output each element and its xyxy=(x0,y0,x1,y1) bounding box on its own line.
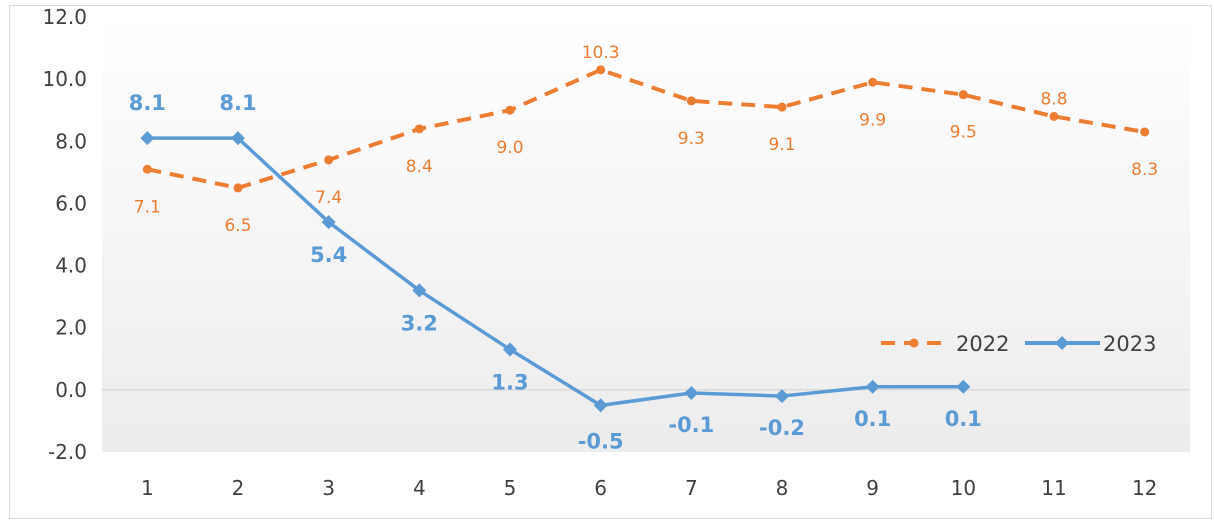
series-2022-data-label: 8.8 xyxy=(1040,89,1067,109)
x-tick-label: 2 xyxy=(232,476,245,500)
x-axis-ticks: 1 2 3 4 5 6 7 8 9 10 11 12 xyxy=(141,476,1157,500)
series-2022-point xyxy=(958,90,968,100)
series-2023-data-label: 8.1 xyxy=(219,91,256,115)
x-tick-label: 6 xyxy=(594,476,607,500)
series-2023-point xyxy=(684,385,699,400)
series-2023-point xyxy=(321,215,336,230)
legend: 2022 2023 xyxy=(881,332,1156,356)
series-2023-point xyxy=(412,283,427,298)
x-tick-label: 11 xyxy=(1041,476,1066,500)
x-tick-label: 5 xyxy=(504,476,517,500)
series-2022-point xyxy=(868,77,878,87)
y-tick-label: 0.0 xyxy=(55,378,87,402)
series-2023-point xyxy=(593,398,608,413)
series-2022-point xyxy=(1049,111,1059,121)
y-axis-ticks: -2.0 0.0 2.0 4.0 6.0 8.0 10.0 12.0 xyxy=(42,5,87,464)
series-2022-data-label: 6.5 xyxy=(224,216,251,236)
legend-2023-marker xyxy=(1055,336,1069,350)
series-2023-data-label: 1.3 xyxy=(491,370,528,394)
series-2023-data-label: 0.1 xyxy=(854,407,891,431)
x-tick-label: 7 xyxy=(685,476,698,500)
series-2022-point xyxy=(686,96,696,106)
legend-2022-marker xyxy=(909,338,919,348)
series-2022-data-label: 8.4 xyxy=(406,157,433,177)
legend-2023-label: 2023 xyxy=(1103,332,1156,356)
series-2023-point xyxy=(503,342,517,357)
series-2022-data-label: 7.4 xyxy=(315,188,342,208)
series-2022-point xyxy=(1140,127,1150,137)
series-2023-line xyxy=(147,136,964,408)
series-2023-data-label: 5.4 xyxy=(310,243,347,267)
series-2023-point xyxy=(231,131,245,146)
series-2022-data-label: 9.3 xyxy=(678,129,705,149)
series-2023-data-label: -0.2 xyxy=(759,416,805,440)
series-2022-point xyxy=(777,102,787,112)
x-tick-label: 1 xyxy=(141,476,154,500)
series-2022-point xyxy=(233,183,243,193)
y-tick-label: 10.0 xyxy=(42,67,87,91)
x-tick-label: 3 xyxy=(322,476,335,500)
x-tick-label: 9 xyxy=(866,476,879,500)
series-2022-data-label: 7.1 xyxy=(134,197,161,217)
series-2022-data-label: 9.0 xyxy=(496,138,523,158)
series-2022-data-label: 8.3 xyxy=(1131,160,1158,180)
series-2023-data-label: 3.2 xyxy=(401,311,438,335)
series-layer xyxy=(140,65,1150,413)
series-2023-data-label: 8.1 xyxy=(129,91,166,115)
series-2022-point xyxy=(505,105,515,115)
series-2022-data-label: 9.9 xyxy=(859,110,886,130)
series-2022-point xyxy=(142,164,152,174)
y-tick-label: -2.0 xyxy=(48,440,87,464)
y-tick-label: 8.0 xyxy=(55,129,87,153)
y-tick-label: 12.0 xyxy=(42,5,87,29)
series-2023-data-label: -0.1 xyxy=(668,413,714,437)
series-2023-data-label: -0.5 xyxy=(578,429,624,453)
series-2022-line xyxy=(146,67,1146,190)
series-2022-point xyxy=(596,65,606,75)
series-2023-point xyxy=(775,389,789,404)
series-2022-data-label: 10.3 xyxy=(582,43,620,63)
series-2022-point xyxy=(324,155,334,165)
legend-2022-label: 2022 xyxy=(956,332,1009,356)
y-tick-label: 6.0 xyxy=(55,191,87,215)
x-tick-label: 4 xyxy=(413,476,426,500)
series-2023-point xyxy=(140,131,155,146)
y-tick-label: 4.0 xyxy=(55,254,87,278)
y-tick-label: 2.0 xyxy=(55,316,87,340)
series-2023-point xyxy=(956,379,971,394)
data-labels: 7.1 6.5 7.4 8.4 9.0 10.3 9.3 9.1 9.9 9.5 8.8 8.3 8.1… xyxy=(129,43,1158,454)
series-2022-data-label: 9.1 xyxy=(768,135,795,155)
series-2022-point xyxy=(414,124,424,134)
series-2023-point xyxy=(865,379,880,394)
x-tick-label: 12 xyxy=(1132,476,1157,500)
x-tick-label: 8 xyxy=(776,476,789,500)
series-2022-data-label: 9.5 xyxy=(950,123,977,143)
plot-area xyxy=(102,17,1190,452)
x-tick-label: 10 xyxy=(951,476,976,500)
series-2023-data-label: 0.1 xyxy=(945,407,982,431)
